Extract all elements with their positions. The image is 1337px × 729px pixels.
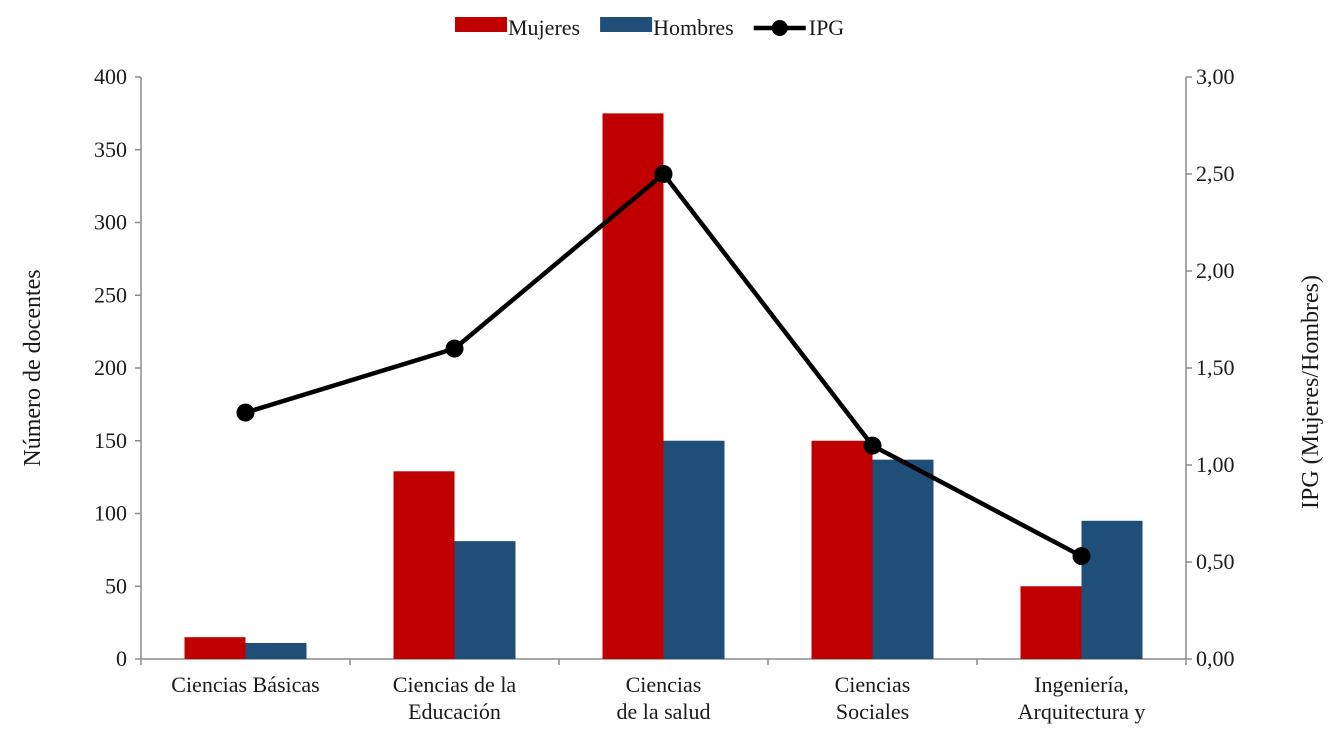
left-tick-label: 250 [94,282,127,307]
category-label: Ciencias de la Educación [393,672,517,724]
legend-label-mujeres: Mujeres [508,15,580,40]
category-label: Ingeniería,Arquitectura yTecnología [1018,672,1146,724]
category-label-line: Sociales [836,699,909,724]
ipg-line-group [236,165,1091,566]
bar-mujeres [393,471,455,659]
left-tick-label: 350 [94,137,127,162]
legend: Mujeres Hombres IPG [455,15,844,40]
ipg-point [654,165,673,183]
right-tick-label: 2,00 [1196,258,1235,283]
left-tick-label: 0 [116,646,127,671]
y-axis-title: Número de docentes [20,269,46,466]
category-label-line: Ciencias Básicas [171,672,319,697]
bar-hombres [663,440,725,659]
left-tick-label: 200 [94,355,127,380]
category-labels: Ciencias Básicas Ciencias de la EducaciónC… [171,672,1146,729]
ipg-point [1072,547,1091,566]
legend-swatch-mujeres [455,17,507,32]
right-tick-label: 1,50 [1196,355,1235,380]
category-label-line: Ciencias [835,672,911,697]
category-label: Ciencias de la salud [616,672,710,724]
bar-hombres [454,541,516,659]
category-label-line: Ingeniería, [1034,672,1129,697]
right-tick-label: 1,00 [1196,452,1235,477]
legend-marker-ipg [771,20,788,36]
bar-hombres [245,642,307,659]
legend-label-hombres: Hombres [653,15,734,40]
legend-swatch-hombres [600,17,653,32]
category-label-line: de la salud [616,699,710,724]
left-tick-label: 150 [94,428,127,453]
right-tick-label: 0,50 [1196,549,1235,574]
category-label-line: Ciencias [626,672,702,697]
right-tick-label: 2,50 [1196,161,1235,186]
category-label-line: Ciencias de la [393,672,517,697]
left-tick-label: 300 [94,210,127,235]
category-label-line: Arquitectura y [1018,699,1146,724]
left-tick-label: 100 [94,501,127,526]
bar-mujeres [1020,586,1082,659]
category-label: Ciencias Sociales [835,672,911,724]
category-label: Ciencias Básicas [171,672,319,697]
axes: 0 50 100 150 200 250 300 350 400 0,00 0,50 1,00 1,50… [20,64,1324,671]
left-tick-label: 50 [105,573,127,598]
right-tick-label: 0,00 [1196,646,1235,671]
y2-axis-title: IPG (Mujeres/Hombres) [1298,275,1324,509]
category-label-line: Educación [408,699,501,724]
legend-label-ipg: IPG [809,15,845,40]
ipg-point [445,339,464,358]
bar-mujeres [811,440,873,659]
bar-hombres [1081,520,1143,659]
bars [184,113,1143,659]
bar-mujeres [184,637,246,659]
ipg-point [863,436,882,455]
bar-mujeres [602,113,664,659]
bar-hombres [872,459,934,659]
left-tick-label: 400 [94,64,127,89]
right-tick-label: 3,00 [1196,64,1235,89]
ipg-point [236,403,255,422]
